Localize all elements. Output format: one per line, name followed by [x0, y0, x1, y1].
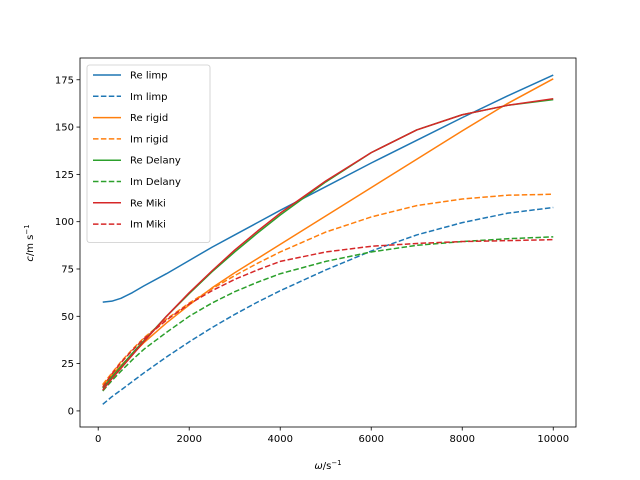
series-line-re-limp	[102, 74, 554, 303]
series-line-im-delany	[102, 236, 554, 392]
legend-label-im-miki: Im Miki	[130, 220, 166, 231]
y-tick-label: 175	[55, 75, 74, 86]
y-tick-label: 25	[61, 359, 74, 370]
legend-label-im-limp: Im limp	[130, 92, 168, 103]
y-tick-label: 150	[55, 123, 74, 134]
legend-label-re-limp: Re limp	[130, 71, 167, 82]
x-axis-label: ω/s−1	[314, 459, 341, 472]
series-line-im-miki	[102, 238, 554, 388]
legend-label-re-rigid: Re rigid	[130, 113, 168, 124]
x-axis-ticks: 0 2000 4000 6000 8000 10000	[95, 427, 569, 445]
y-tick-label: 125	[55, 170, 74, 181]
y-tick-label: 50	[61, 312, 74, 323]
legend-label-im-delany: Im Delany	[130, 177, 181, 188]
series-line-im-limp	[102, 206, 554, 405]
y-axis-ticks: 0 25 50 75 100 125 150 175	[55, 75, 80, 417]
y-tick-label: 100	[55, 217, 74, 228]
x-tick-label: 8000	[450, 434, 475, 445]
axes-frame	[79, 57, 577, 428]
x-tick-label: 10000	[537, 434, 569, 445]
legend-label-im-rigid: Im rigid	[130, 134, 168, 145]
x-tick-label: 4000	[267, 434, 292, 445]
axes-border	[79, 57, 577, 428]
plot-lines	[102, 74, 554, 405]
x-tick-label: 2000	[176, 434, 201, 445]
legend: Re limp Im limp Re rigid Im rigid Re Delany I…	[86, 64, 211, 243]
legend-label-re-delany: Re Delany	[130, 156, 181, 167]
y-tick-label: 75	[61, 264, 74, 275]
y-axis-label: c/m s−1	[23, 224, 36, 261]
y-tick-label: 0	[68, 406, 74, 417]
x-tick-label: 6000	[359, 434, 384, 445]
legend-label-re-miki: Re Miki	[130, 198, 166, 209]
series-line-re-miki	[102, 97, 554, 391]
x-tick-label: 0	[95, 434, 101, 445]
legend-frame	[86, 64, 211, 243]
